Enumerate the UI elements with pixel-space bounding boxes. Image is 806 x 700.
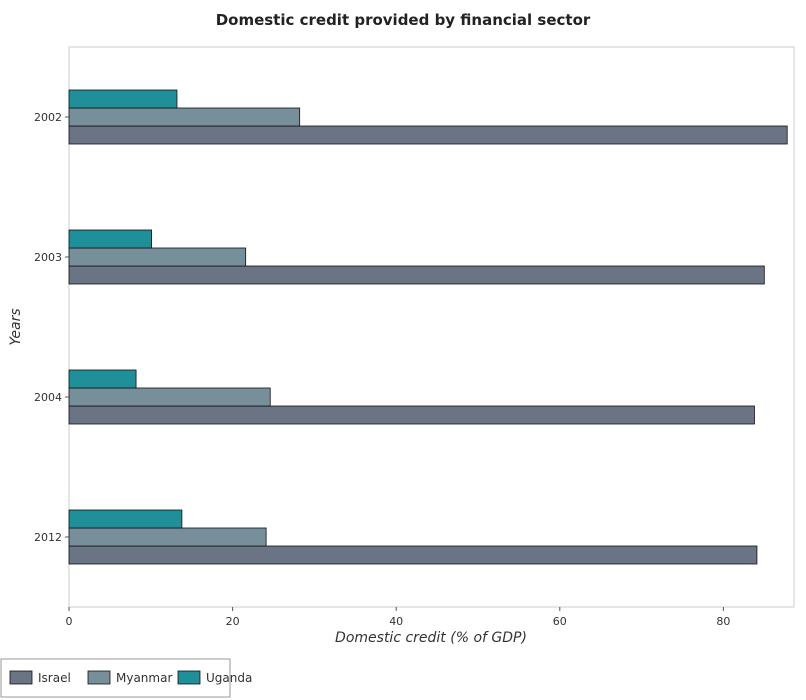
bar-israel-2012 (68, 545, 758, 565)
legend-label-myanmar: Myanmar (116, 671, 172, 685)
x-tick-label: 80 (716, 615, 730, 628)
x-tick-label: 60 (553, 615, 567, 628)
y-axis-label: Years (8, 308, 24, 345)
bar-uganda-2012 (68, 509, 183, 529)
legend-label-uganda: Uganda (206, 671, 252, 685)
y-tick-label: 2012 (34, 531, 62, 544)
y-axis-ticks: 2002 2003 2004 2012 (34, 111, 69, 544)
bar-israel-2004 (68, 405, 755, 425)
x-tick-label: 20 (226, 615, 240, 628)
chart-title: Domestic credit provided by financial se… (216, 11, 591, 29)
y-tick-label: 2002 (34, 111, 62, 124)
bar-uganda-2002 (68, 89, 178, 109)
bar-myanmar-2002 (68, 107, 301, 127)
bar-israel-2003 (68, 265, 765, 285)
bar-uganda-2003 (68, 229, 153, 249)
x-axis-ticks: 0 20 40 60 80 (66, 607, 730, 628)
bar-myanmar-2004 (68, 387, 271, 407)
legend-swatch-uganda (177, 670, 201, 685)
legend: Israel Myanmar Uganda (0, 658, 252, 698)
legend-label-israel: Israel (38, 671, 71, 685)
y-tick-label: 2004 (34, 391, 62, 404)
bar-myanmar-2012 (68, 527, 267, 547)
bars-group (68, 89, 788, 565)
x-tick-label: 0 (66, 615, 73, 628)
y-tick-label: 2003 (34, 251, 62, 264)
x-axis-label: Domestic credit (% of GDP) (335, 630, 527, 646)
x-tick-label: 40 (389, 615, 403, 628)
legend-swatch-israel (9, 670, 33, 685)
bar-myanmar-2003 (68, 247, 247, 267)
legend-swatch-myanmar (87, 670, 111, 685)
bar-uganda-2004 (68, 369, 137, 389)
bar-israel-2002 (68, 125, 788, 145)
